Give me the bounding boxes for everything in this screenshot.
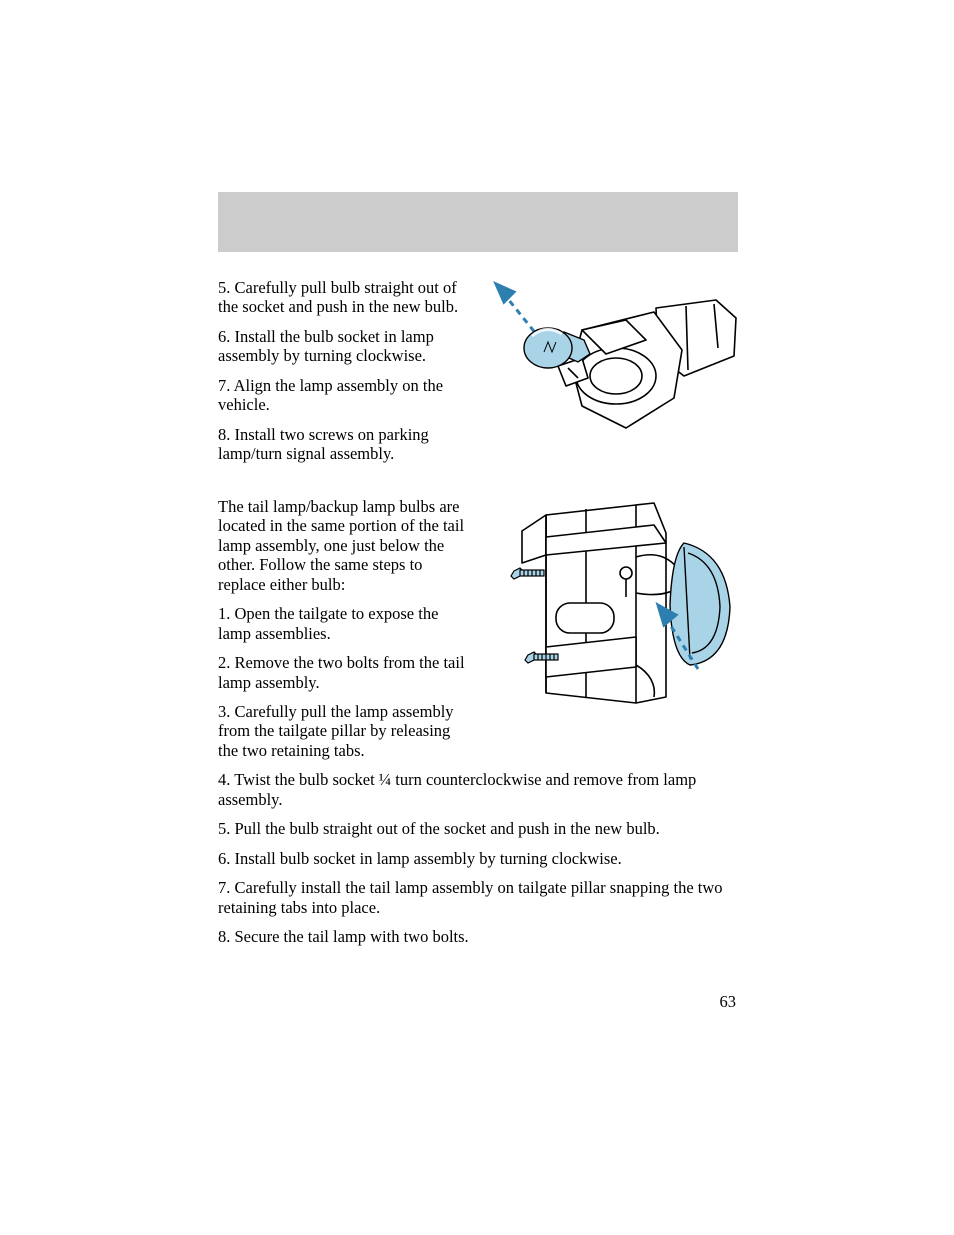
section-gap [218, 474, 738, 497]
figure-tail-lamp [486, 497, 738, 707]
section-2-text-narrow: The tail lamp/backup lamp bulbs are loca… [218, 497, 468, 771]
step-6a: 6. Install the bulb socket in lamp assem… [218, 327, 468, 366]
page-number: 63 [720, 992, 737, 1012]
section-2-intro: The tail lamp/backup lamp bulbs are loca… [218, 497, 468, 594]
section-1-text: 5. Carefully pull bulb straight out of t… [218, 278, 468, 474]
step-5b: 5. Pull the bulb straight out of the soc… [218, 819, 738, 838]
step-7a: 7. Align the lamp assembly on the vehicl… [218, 376, 468, 415]
step-5a: 5. Carefully pull bulb straight out of t… [218, 278, 468, 317]
step-3b: 3. Carefully pull the lamp assembly from… [218, 702, 468, 760]
step-2b: 2. Remove the two bolts from the tail la… [218, 653, 468, 692]
step-1b: 1. Open the tailgate to expose the lamp … [218, 604, 468, 643]
step-6b: 6. Install bulb socket in lamp assembly … [218, 849, 738, 868]
page-content: 5. Carefully pull bulb straight out of t… [218, 192, 738, 957]
figure-bulb [486, 278, 738, 448]
step-4b: 4. Twist the bulb socket ¼ turn counterc… [218, 770, 738, 809]
header-bar [218, 192, 738, 252]
step-8b: 8. Secure the tail lamp with two bolts. [218, 927, 738, 946]
section-1-row: 5. Carefully pull bulb straight out of t… [218, 278, 738, 474]
step-8a: 8. Install two screws on parking lamp/tu… [218, 425, 468, 464]
section-2-row: The tail lamp/backup lamp bulbs are loca… [218, 497, 738, 771]
step-7b: 7. Carefully install the tail lamp assem… [218, 878, 738, 917]
section-2-text-full: 4. Twist the bulb socket ¼ turn counterc… [218, 770, 738, 946]
